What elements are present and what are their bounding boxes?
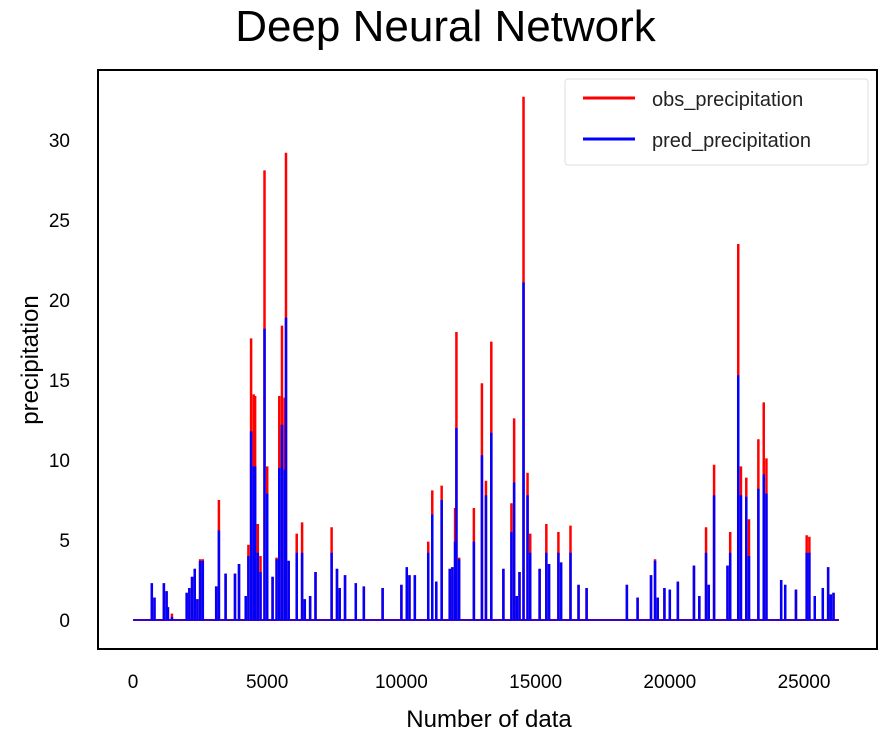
chart-title: Deep Neural Network <box>235 2 656 51</box>
x-tick-label: 25000 <box>778 672 831 693</box>
y-tick-label: 25 <box>49 211 70 232</box>
legend-box <box>564 78 869 166</box>
y-tick-label: 20 <box>49 291 70 312</box>
y-tick-label: 15 <box>49 371 70 392</box>
y-tick-label: 30 <box>49 131 70 152</box>
legend-pred-label: pred_precipitation <box>652 130 811 152</box>
x-tick-label: 5000 <box>246 672 288 693</box>
y-tick-label: 5 <box>59 531 70 552</box>
x-tick-label: 0 <box>128 672 139 693</box>
y-axis-label: precipitation <box>17 295 44 424</box>
legend: obs_precipitation pred_precipitation <box>564 78 869 166</box>
y-tick-label: 0 <box>59 611 70 632</box>
x-axis-label: Number of data <box>406 706 572 733</box>
x-tick-label: 20000 <box>643 672 696 693</box>
x-tick-label: 15000 <box>509 672 562 693</box>
y-tick-label: 10 <box>49 451 70 472</box>
x-tick-label: 10000 <box>375 672 428 693</box>
legend-obs-label: obs_precipitation <box>652 89 803 111</box>
